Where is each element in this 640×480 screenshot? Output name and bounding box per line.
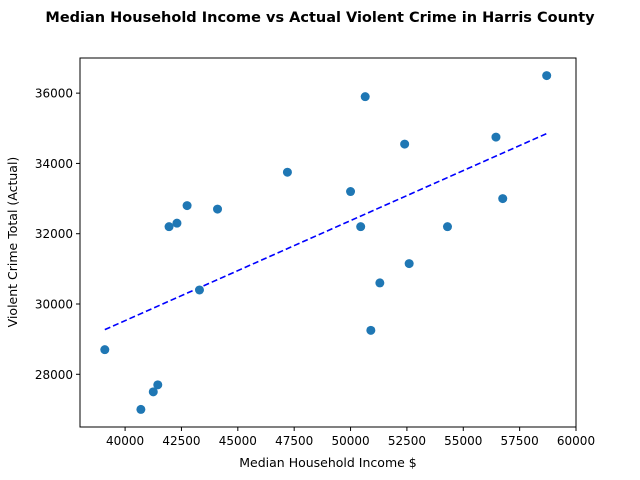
- plot-area: [79, 57, 577, 428]
- data-point: [366, 325, 376, 335]
- x-tick-label: 52500: [388, 434, 426, 448]
- chart-title: Median Household Income vs Actual Violen…: [45, 10, 595, 26]
- y-tick-label: 34000: [35, 157, 73, 171]
- y-tick-label: 36000: [35, 87, 73, 101]
- points-layer: [100, 71, 552, 414]
- y-axis-label: Violent Crime Total (Actual): [5, 157, 20, 328]
- x-tick-label: 40000: [106, 434, 144, 448]
- data-point: [100, 345, 110, 355]
- data-point: [153, 380, 163, 390]
- data-point: [213, 204, 223, 214]
- data-point: [442, 222, 452, 232]
- data-point: [542, 71, 552, 81]
- data-point: [498, 194, 508, 204]
- y-tick-label: 32000: [35, 227, 73, 241]
- data-point: [164, 222, 174, 232]
- x-tick-label: 50000: [331, 434, 369, 448]
- x-tick-label: 45000: [219, 434, 257, 448]
- data-point: [136, 404, 146, 414]
- x-tick-label: 60000: [557, 434, 595, 448]
- x-tick-label: 55000: [444, 434, 482, 448]
- data-point: [346, 187, 356, 197]
- data-point: [491, 132, 501, 142]
- data-point: [282, 167, 292, 177]
- data-point: [360, 92, 370, 102]
- y-tick-label: 28000: [35, 368, 73, 382]
- data-point: [182, 201, 192, 211]
- y-tick-label: 30000: [35, 298, 73, 312]
- data-point: [148, 387, 158, 397]
- x-tick-label: 42500: [162, 434, 200, 448]
- data-point: [194, 285, 204, 295]
- x-tick-label: 47500: [275, 434, 313, 448]
- data-point: [404, 259, 414, 269]
- y-axis: 28000 30000 32000 34000 36000: [35, 87, 80, 382]
- data-point: [172, 218, 182, 228]
- x-axis: 40000 42500 45000 47500 50000 52500 55000 57500…: [106, 427, 595, 448]
- data-point: [375, 278, 385, 288]
- x-tick-label: 57500: [501, 434, 539, 448]
- x-axis-label: Median Household Income $: [239, 455, 416, 470]
- data-point: [356, 222, 366, 232]
- data-point: [400, 139, 410, 149]
